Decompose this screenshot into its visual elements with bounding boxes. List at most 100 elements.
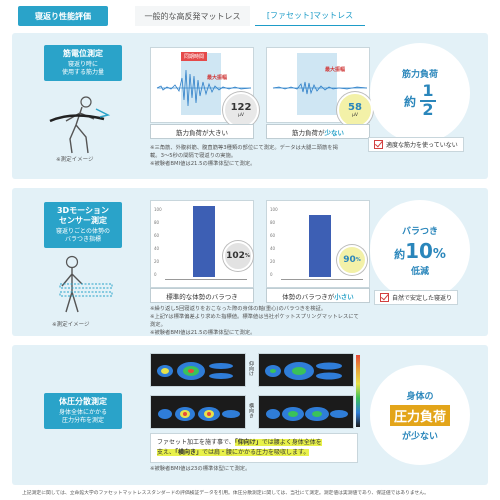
y-tick-label: 0 (270, 272, 273, 277)
muscle-check-item: 適度な筋力を使っていない (368, 137, 464, 152)
y-tick-label: 100 (154, 207, 162, 212)
tab-normal-mattress[interactable]: 一般的な高反発マットレス (135, 6, 250, 26)
muscle-sub1: 寝返り時に (67, 61, 98, 68)
person-lying-illustration (49, 96, 111, 154)
motion-label-box: 3Dモーション センサー測定 寝返りごとの体勢の バラつき指標 (44, 202, 122, 248)
fraction-bar (420, 100, 436, 102)
pressure-sub1: 身体全体にかかる (58, 409, 107, 416)
label-side: 横向き (248, 403, 254, 418)
facet-motion-pct-unit: % (355, 257, 361, 263)
facet-motion-chart: 100 80 60 40 20 0 90% (266, 200, 370, 288)
motion-sub1: 寝返りごとの体勢の (56, 228, 110, 235)
normal-motion-pct: 102 (226, 251, 245, 261)
normal-motion-pct-unit: % (244, 253, 250, 259)
facet-emg-caption: 筋力負荷が 少ない (266, 124, 370, 139)
normal-motion-chart: 100 80 60 40 20 0 102% (150, 200, 254, 288)
motion-title2: センサー測定 (59, 216, 107, 225)
y-tick-label: 20 (154, 259, 160, 264)
muscle-person-note: ※測定イメージ (56, 157, 94, 163)
facet-emg-value: 58 (348, 102, 362, 113)
muscle-result-circle: 筋力負荷 約 1 2 (370, 43, 470, 143)
normal-motion-bar (193, 206, 215, 277)
motion-check-item: 自然で安定した寝返り (374, 290, 459, 305)
y-tick-label: 60 (270, 233, 276, 238)
checkbox-icon (380, 293, 389, 302)
muscle-note-line: ※三角筋、外腹斜筋、腹直筋等3種類の部位にて測定。データは大腿二頭筋を掲 (150, 145, 338, 151)
pressure-note: ※被験者BMI値は23の標準体型にて測定。 (150, 466, 251, 472)
motion-result-value: 10 (405, 238, 433, 263)
footer-note: 上記測定に関しては、立命館大学のファセットマットレススタンダードの評価検証データ… (22, 491, 429, 496)
normal-motion-caption: 標準的な体勢のバラつき (150, 288, 254, 303)
pressure-text1-post: では腰よく身体全体を (261, 439, 322, 446)
pressure-color-scale (356, 355, 360, 427)
normal-side-pressure-map (150, 395, 246, 429)
pressure-text1-hl: 「仰向け」 (234, 439, 262, 446)
facet-emg-value-circle: 58 μV (337, 92, 373, 128)
facet-back-pressure-map (258, 353, 354, 387)
pressure-result-line2: 圧力負荷 (389, 404, 450, 426)
checkbox-icon (374, 140, 383, 149)
x-axis-line (281, 279, 363, 280)
muscle-title: 筋電位測定 (63, 49, 103, 58)
facet-motion-caption-pre: 体勢のバラつきが (282, 292, 335, 301)
y-tick-label: 40 (270, 246, 276, 251)
muscle-result-denominator: 2 (422, 99, 434, 119)
pressure-text1-pre: ファセット加工を施す事で、 (157, 439, 235, 446)
muscle-notes: ※三角筋、外腹斜筋、腹直筋等3種類の部位にて測定。データは大腿二頭筋を掲 載。3… (150, 145, 368, 169)
muscle-label-box: 筋電位測定 寝返り時に 使用する筋力量 (44, 45, 122, 81)
pressure-result-circle: 身体の 圧力負荷 が少ない (370, 365, 470, 465)
x-axis-line (165, 279, 247, 280)
muscle-check-label: 適度な筋力を使っていない (386, 142, 458, 149)
facet-emg-unit: μV (352, 113, 358, 118)
pressure-text2-post: では肩・腰にかかる圧力を吸収します。 (202, 448, 310, 456)
motion-result-prefix: 約 (394, 247, 406, 261)
pressure-section: 体圧分散測定 身体全体にかかる 圧力分布を測定 仰向け (12, 345, 488, 485)
facet-motion-pct: 90 (343, 255, 356, 265)
facet-emg-chart: 最大振幅 58 μV (266, 47, 373, 128)
y-tick-label: 40 (154, 246, 160, 251)
normal-emg-unit: μV (238, 113, 244, 118)
motion-note-line: ※被験者BMI値は21.5の標準体型にて測定。 (150, 329, 256, 336)
motion-sub2: バラつき指標 (64, 235, 101, 243)
muscle-note-line: 載。3〜5秒の間隔で寝返りの実施。 (150, 152, 237, 159)
normal-max-amp-tag: 最大振幅 (207, 75, 228, 81)
muscle-sub2: 使用する筋力量 (61, 68, 104, 76)
label-back: 仰向け (248, 361, 254, 376)
muscle-section: 筋電位測定 寝返り時に 使用する筋力量 ※測定イメージ 同期時間 最大振幅 12… (12, 33, 488, 179)
facet-emg-caption-hl: 少ない (324, 128, 345, 137)
facet-motion-pct-circle: 90% (337, 245, 367, 275)
motion-person-note: ※測定イメージ (52, 322, 90, 328)
pressure-text2-hl: 「横向き」 (175, 448, 203, 456)
motion-result-unit: % (432, 246, 446, 262)
sync-time-tag: 同期時間 (181, 52, 208, 61)
facet-side-pressure-map (258, 395, 354, 429)
pressure-result-line1: 身体の (406, 391, 434, 402)
pressure-description: ファセット加工を施す事で、「仰向け」では腰よく身体全体を 支え、「横向き」では肩… (150, 433, 358, 463)
facet-emg-caption-pre: 筋力負荷が (292, 128, 325, 137)
normal-emg-caption: 筋力負荷が大きい (150, 124, 254, 139)
motion-result-line3: 低減 (410, 266, 429, 277)
pressure-sub2: 圧力分布を測定 (61, 416, 104, 424)
motion-section: 3Dモーション センサー測定 寝返りごとの体勢の バラつき指標 ※測定イメージ … (12, 188, 488, 336)
tab-facet-mattress[interactable]: [ファセット]マットレス (255, 6, 365, 26)
motion-note-line: ※繰り返し5回寝返りをおこなった際の身体の軸(重心)のバラつきを検証。 (150, 306, 327, 312)
y-tick-label: 0 (154, 272, 157, 277)
motion-notes: ※繰り返し5回寝返りをおこなった際の身体の軸(重心)のバラつきを検証。 ※上記Y… (150, 306, 370, 338)
muscle-result-numerator: 1 (422, 81, 434, 101)
motion-note-line: 測定。 (150, 321, 166, 328)
y-tick-label: 60 (154, 233, 160, 238)
facet-motion-bar (309, 215, 331, 277)
tab-evaluation[interactable]: 寝返り性能評価 (18, 6, 108, 26)
pressure-text2-pre: 支え、 (157, 448, 176, 456)
y-tick-label: 20 (270, 259, 276, 264)
motion-result-line1: バラつき (401, 226, 438, 237)
normal-emg-value-circle: 122 μV (223, 92, 259, 128)
person-sensor-illustration (59, 255, 113, 313)
y-tick-label: 100 (270, 207, 278, 212)
facet-motion-caption-hl: 小さい (334, 292, 354, 301)
normal-back-pressure-map (150, 353, 246, 387)
motion-result-circle: バラつき 約10% 低減 (370, 200, 470, 300)
motion-title1: 3Dモーション (56, 206, 110, 215)
y-tick-label: 80 (270, 220, 276, 225)
facet-max-amp-tag: 最大振幅 (325, 67, 346, 73)
